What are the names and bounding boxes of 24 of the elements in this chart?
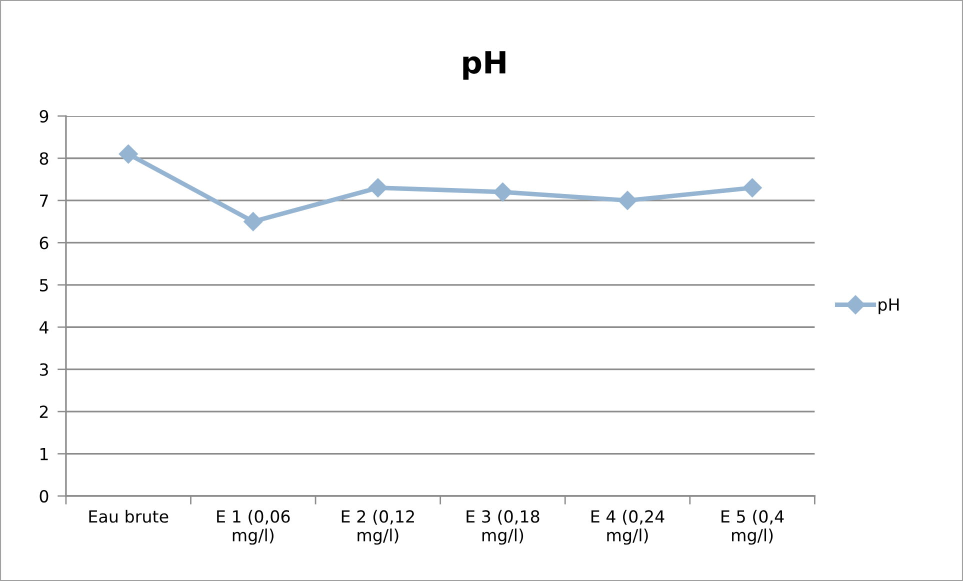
point	[118, 144, 138, 164]
chart-title: pH	[463, 51, 506, 80]
y-tick-label: 7	[40, 194, 48, 207]
x-tick-label: E 2 (0,12 mg/l)	[342, 510, 414, 545]
y-tick-label: 8	[40, 152, 48, 165]
x-tick-label: E 3 (0,18 mg/l)	[466, 510, 540, 545]
legend-label: pH	[878, 298, 899, 314]
y-tick-label: 2	[40, 406, 48, 418]
y-tick-label: 3	[40, 363, 48, 376]
x-tick-label: E 5 (0,4 mg/l)	[722, 510, 784, 545]
x-tick-label: E 1 (0,06 mg/l)	[217, 510, 290, 545]
y-tick-label: 1	[40, 448, 48, 460]
y-tick-label: 4	[40, 321, 48, 334]
x-tick-label: E 4 (0,24 mg/l)	[591, 510, 664, 545]
point	[244, 212, 263, 232]
point	[493, 182, 512, 202]
y-tick-label: 0	[40, 490, 48, 503]
point	[618, 190, 638, 210]
x-tick-label: Eau brute	[89, 510, 168, 523]
point	[368, 178, 388, 198]
y-tick-label: 5	[40, 279, 48, 292]
y-tick-label: 6	[40, 236, 48, 250]
y-tick-label: 9	[40, 110, 48, 123]
point	[742, 178, 762, 198]
